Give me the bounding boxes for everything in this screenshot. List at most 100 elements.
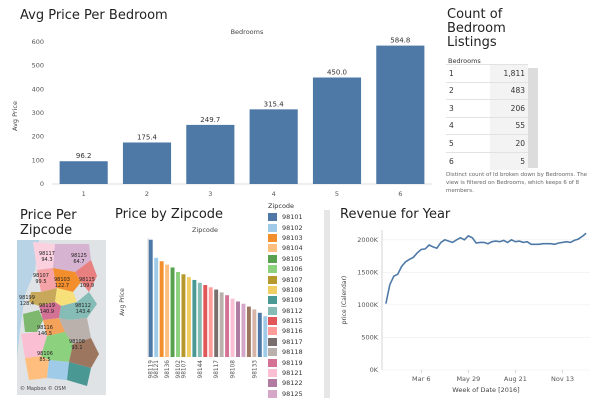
avg-price-bar[interactable]: [186, 124, 235, 184]
legend-item[interactable]: 98122: [268, 378, 303, 388]
legend-item[interactable]: 98112: [268, 306, 303, 316]
legend-item[interactable]: 98118: [268, 347, 303, 357]
avg-price-x-tick: 3: [208, 190, 212, 198]
legend-item[interactable]: 98103: [268, 233, 303, 243]
zipcode-bar[interactable]: [225, 295, 230, 357]
map-zip-code: 98103: [54, 277, 70, 283]
avg-price-bar-label: 96.2: [76, 152, 92, 160]
map-zip-label: 98112 143.4: [75, 303, 91, 315]
zipcode-bar[interactable]: [154, 257, 159, 357]
count-table-row[interactable]: 5 20: [446, 134, 528, 152]
zipcode-bar[interactable]: [176, 272, 180, 357]
zipcode-x-tick: 98133: [252, 360, 258, 379]
avg-price-bar[interactable]: [312, 77, 362, 185]
zipcode-x-tick: 98102: [176, 360, 182, 379]
revenue-y-tick: 500K: [361, 333, 378, 341]
legend-label: 98107: [282, 275, 303, 284]
zipcode-bar[interactable]: [263, 316, 268, 357]
avg-price-y-tick: 300: [32, 109, 44, 117]
count-table-scrollbar[interactable]: [528, 68, 538, 168]
map-zip-code: 98112: [75, 303, 91, 309]
zipcode-bar[interactable]: [214, 289, 219, 357]
zipcode-bar[interactable]: [241, 303, 246, 357]
legend-item[interactable]: 98119: [268, 357, 303, 367]
avg-price-bar-chart[interactable]: Bedrooms Avg Price 0 100 200 300 400 500 600 96…: [0, 24, 440, 204]
legend-item[interactable]: 98116: [268, 326, 303, 336]
avg-price-bar[interactable]: [249, 109, 298, 184]
zipcode-bar[interactable]: [197, 282, 202, 357]
count-table-row[interactable]: 4 55: [446, 116, 528, 135]
revenue-x-tick: May 29: [456, 375, 480, 383]
zipcode-bar[interactable]: [230, 298, 235, 357]
legend-item[interactable]: 98125: [268, 389, 303, 399]
legend-swatch: [268, 244, 277, 253]
map-zip-label: 98117 94.3: [39, 251, 55, 263]
zipcode-x-tick: 98117: [214, 360, 220, 379]
legend-label: 98121: [282, 369, 303, 378]
legend-item[interactable]: 98107: [268, 274, 303, 284]
avg-price-bar[interactable]: [376, 45, 425, 184]
zipcode-bar[interactable]: [208, 287, 213, 357]
revenue-x-tick: Nov 13: [551, 375, 574, 383]
map-zip-value: 140.9: [39, 308, 55, 315]
zipcode-bar[interactable]: [165, 264, 170, 357]
zipcode-map[interactable]: 98117 94.3 98125 64.7 98107 99.5 98103 122.7 981…: [17, 240, 106, 395]
revenue-series-line[interactable]: [385, 232, 587, 304]
zipcode-bar[interactable]: [246, 306, 251, 357]
zipcode-bar[interactable]: [159, 261, 164, 357]
zipcode-x-tick: 98144: [198, 360, 204, 379]
legend-item[interactable]: 98109: [268, 295, 303, 305]
map-zip-label: 98106 85.5: [37, 351, 53, 363]
zipcode-bar[interactable]: [181, 274, 186, 357]
legend-swatch: [268, 275, 277, 284]
legend-item[interactable]: 98104: [268, 243, 303, 253]
legend-item[interactable]: 98105: [268, 254, 303, 264]
legend-item[interactable]: 98115: [268, 316, 303, 326]
zipcode-bar[interactable]: [186, 277, 191, 357]
count-table-caption: Distinct count of Id broken down by Bedr…: [446, 172, 588, 194]
map-zip-value: 93.1: [71, 344, 83, 351]
avg-price-bar[interactable]: [59, 161, 108, 184]
legend-label: 98105: [282, 254, 303, 263]
price-by-zipcode-bar-chart[interactable]: Zipcode Avg Price 98119 98121 98136 98102 98…: [110, 222, 270, 397]
avg-price-bar[interactable]: [122, 142, 172, 184]
count-table-row[interactable]: 1 1,811: [446, 64, 528, 82]
count-table-row[interactable]: 2 483: [446, 81, 528, 100]
legend-item[interactable]: 98121: [268, 368, 303, 378]
zipcode-bar[interactable]: [148, 239, 153, 357]
avg-price-x-tick: 6: [398, 190, 402, 198]
map-zip-code: 98199: [19, 295, 35, 301]
legend-swatch: [268, 296, 277, 305]
legend-item[interactable]: 98106: [268, 264, 303, 274]
map-zip-code: 98106: [37, 351, 53, 357]
legend-item[interactable]: 98102: [268, 222, 303, 232]
legend-swatch: [268, 379, 277, 388]
revenue-y-tick: 1500K: [357, 268, 379, 276]
map-zip-label: 98119 140.9: [39, 303, 55, 315]
legend-item[interactable]: 98101: [268, 212, 303, 222]
zipcode-x-tick: 98119: [149, 360, 155, 379]
avg-price-bar-label: 249.7: [200, 116, 220, 124]
zipcode-bar[interactable]: [170, 267, 175, 357]
legend-item[interactable]: 98108: [268, 285, 303, 295]
zipcode-bar[interactable]: [203, 285, 208, 357]
zipcode-bar[interactable]: [192, 279, 197, 357]
zipcode-bar[interactable]: [219, 292, 224, 357]
zipcode-bar[interactable]: [236, 301, 240, 357]
count-listings-title-line-2: Bedroom: [447, 21, 506, 36]
count-table-row[interactable]: 3 206: [446, 99, 528, 117]
price-by-zipcode-title: Price by Zipcode: [115, 207, 224, 222]
zipcode-bar[interactable]: [257, 312, 262, 357]
count-listings-title-line-1: Count of: [447, 7, 503, 22]
revenue-line-chart[interactable]: price (Calendar) Week of Date [2016] 0K 5…: [336, 222, 598, 398]
count-table-count: 206: [490, 99, 528, 117]
legend-scrollbar[interactable]: [324, 210, 330, 398]
map-title-line-2: Zipcode: [20, 223, 73, 238]
zipcode-y-axis-title: Avg Price: [119, 288, 126, 316]
legend-item[interactable]: 98117: [268, 337, 303, 347]
zipcode-bar[interactable]: [252, 309, 257, 357]
count-table[interactable]: 1 1,811 2 483 3 206 4 55 5 20 6 5: [446, 64, 528, 170]
zipcode-legend-title: Zipcode: [268, 202, 295, 210]
count-table-bedrooms: 1: [446, 64, 490, 82]
